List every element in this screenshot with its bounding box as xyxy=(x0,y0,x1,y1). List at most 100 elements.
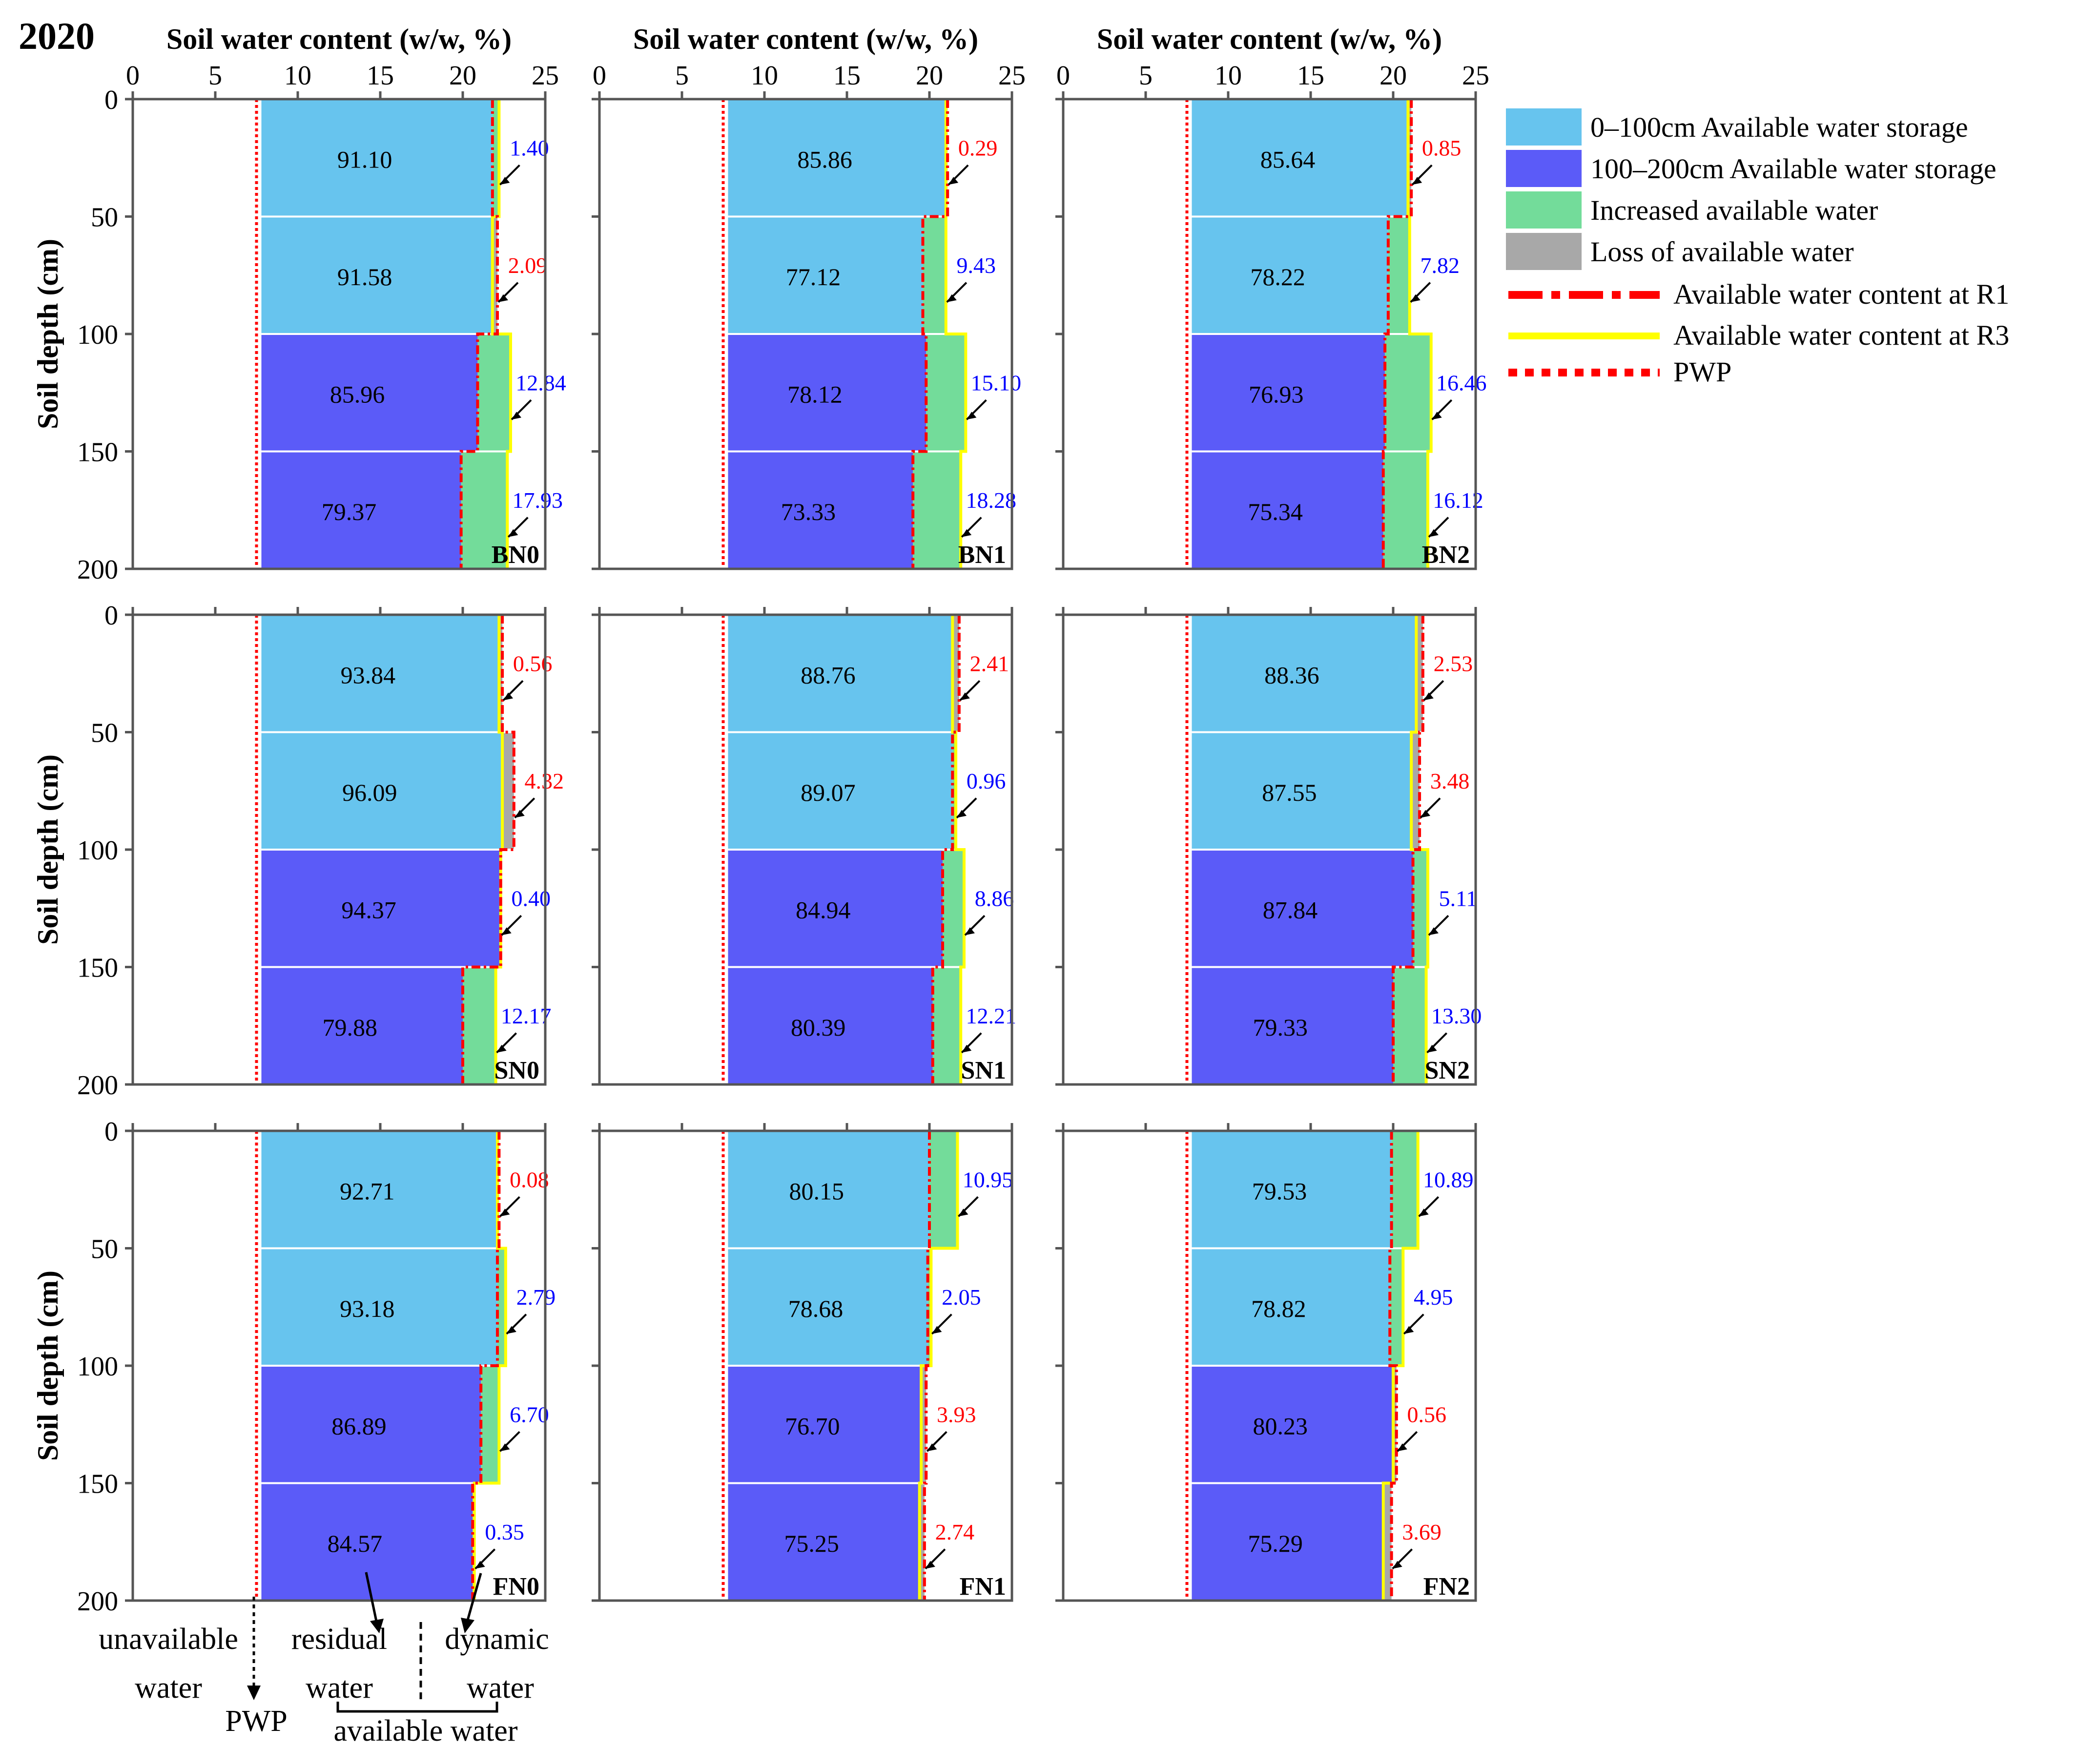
storage-bar xyxy=(261,968,463,1083)
y-axis-title: Soil depth (cm) xyxy=(32,754,64,945)
change-value-label: 2.05 xyxy=(942,1285,981,1310)
change-value-label: 15.10 xyxy=(971,370,1022,395)
treatment-label: BN0 xyxy=(492,541,539,569)
x-tick-label: 10 xyxy=(751,61,778,91)
treatment-label: BN2 xyxy=(1422,541,1470,569)
x-axis-title: Soil water content (w/w, %) xyxy=(1097,23,1442,55)
pwp-arrowhead xyxy=(247,1686,261,1700)
change-pointer-head xyxy=(475,1561,485,1569)
residual-arrow xyxy=(365,1572,378,1624)
storage-value-label: 93.18 xyxy=(340,1295,395,1322)
storage-value-label: 91.10 xyxy=(337,146,392,173)
available-water-bracket xyxy=(336,1702,498,1713)
change-pointer-head xyxy=(1428,529,1439,537)
increase-bar xyxy=(927,1249,931,1365)
storage-bar xyxy=(261,851,501,966)
change-pointer-head xyxy=(500,177,510,185)
residual-water-label-2: water xyxy=(306,1671,373,1705)
change-value-label: 1.40 xyxy=(510,135,549,160)
storage-value-label: 76.93 xyxy=(1249,380,1304,408)
legend-swatch xyxy=(1506,191,1582,229)
change-value-label: 4.95 xyxy=(1414,1285,1453,1310)
x-tick-label: 15 xyxy=(1297,61,1324,91)
increase-bar xyxy=(943,851,964,966)
year-label: 2020 xyxy=(19,15,95,57)
storage-bar xyxy=(728,452,913,568)
legend-label: 0–100cm Available water storage xyxy=(1590,111,1968,143)
change-pointer-head xyxy=(503,692,514,701)
increase-bar xyxy=(1391,1132,1418,1248)
storage-value-label: 76.70 xyxy=(785,1412,840,1439)
panel-sn0: 93.8496.0994.3779.880.564.320.4012.17050… xyxy=(32,601,564,1101)
change-pointer-head xyxy=(967,412,977,420)
change-value-label: 8.86 xyxy=(975,886,1014,911)
change-pointer-head xyxy=(1392,1561,1402,1569)
storage-bar xyxy=(728,335,926,451)
increase-bar xyxy=(1393,968,1426,1083)
y-tick-label: 150 xyxy=(77,1469,118,1499)
storage-bar xyxy=(1192,1484,1383,1600)
change-pointer-head xyxy=(1421,810,1431,818)
y-tick-label: 200 xyxy=(77,1070,118,1101)
loss-bar xyxy=(1416,616,1423,731)
y-tick-label: 100 xyxy=(77,835,118,866)
increase-bar xyxy=(497,1249,506,1365)
storage-bar xyxy=(1192,616,1417,731)
change-pointer-head xyxy=(506,1326,516,1334)
r1-line xyxy=(911,99,949,569)
legend-label: Available water content at R1 xyxy=(1673,278,2009,310)
change-value-label: 3.48 xyxy=(1430,769,1470,793)
storage-bar xyxy=(728,851,943,966)
increase-bar xyxy=(1383,452,1428,568)
change-pointer-head xyxy=(1427,1044,1437,1053)
loss-bar xyxy=(502,733,514,849)
storage-bar xyxy=(1192,100,1408,216)
storage-value-label: 92.71 xyxy=(340,1177,395,1205)
available-water-label: available water xyxy=(334,1714,518,1748)
change-value-label: 2.74 xyxy=(935,1520,975,1544)
loss-bar xyxy=(492,217,497,333)
y-axis-title: Soil depth (cm) xyxy=(32,1270,64,1461)
change-pointer-head xyxy=(925,1561,935,1569)
change-pointer-head xyxy=(508,529,518,537)
x-tick-label: 5 xyxy=(208,61,222,91)
storage-value-label: 79.88 xyxy=(323,1014,378,1041)
change-pointer-head xyxy=(1432,412,1442,420)
legend-swatch xyxy=(1506,108,1582,146)
change-pointer-head xyxy=(501,927,512,936)
x-tick-label: 20 xyxy=(449,61,476,91)
change-value-label: 3.93 xyxy=(937,1402,976,1427)
increase-bar xyxy=(1385,335,1431,451)
change-pointer-head xyxy=(1428,927,1439,936)
x-tick-label: 0 xyxy=(1056,61,1070,91)
storage-bar xyxy=(261,1249,497,1365)
storage-bar xyxy=(261,733,503,849)
storage-bar xyxy=(1192,335,1385,451)
r3-line xyxy=(1406,99,1433,569)
change-pointer-head xyxy=(927,1443,937,1452)
storage-value-label: 75.25 xyxy=(784,1530,839,1557)
x-tick-label: 5 xyxy=(675,61,689,91)
increase-bar xyxy=(1413,851,1428,966)
storage-bar xyxy=(728,733,953,849)
increase-bar xyxy=(913,452,961,568)
increase-bar xyxy=(461,452,508,568)
y-tick-label: 200 xyxy=(77,1586,118,1617)
storage-value-label: 87.55 xyxy=(1262,779,1317,806)
y-axis-title: Soil depth (cm) xyxy=(32,239,64,429)
storage-bar xyxy=(728,616,953,731)
panels-layer: 91.10 91.58 85.96 79.37 1.40 2.09 12.84 17.93 0 5… xyxy=(32,23,1489,1617)
change-value-label: 5.11 xyxy=(1439,886,1478,911)
change-pointer-head xyxy=(947,294,957,302)
increase-bar xyxy=(1388,217,1410,333)
r3-line xyxy=(944,99,968,569)
y-tick-label: 50 xyxy=(91,718,118,749)
increase-bar xyxy=(492,100,499,216)
storage-bar xyxy=(728,1132,929,1248)
storage-bar xyxy=(1192,217,1388,333)
legend-item: Increased available water xyxy=(1506,191,1878,229)
change-pointer-head xyxy=(515,810,525,818)
y-tick-label: 150 xyxy=(77,437,118,468)
